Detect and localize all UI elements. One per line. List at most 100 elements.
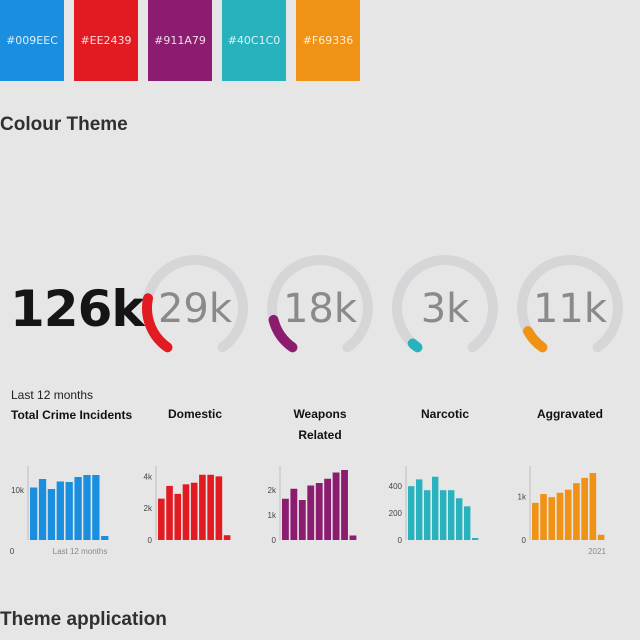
x-caption: Last 12 months — [53, 547, 108, 556]
mini-bar-chart-3: 2k 1k 0 — [268, 466, 357, 545]
color-swatch-1: #009EEC — [0, 0, 64, 81]
total-incidents-label: Total Crime Incidents — [11, 408, 133, 422]
color-swatch-hex: #F69336 — [302, 34, 354, 47]
y-tick-label: 400 — [389, 482, 403, 491]
bar — [190, 482, 198, 540]
bar — [47, 489, 56, 540]
color-swatch-3: #911A79 — [148, 0, 212, 81]
gauge-value: 29k — [157, 286, 233, 332]
gauge-ring — [392, 255, 498, 353]
bar — [597, 534, 605, 540]
bar — [215, 476, 223, 540]
bar — [298, 500, 306, 540]
bar — [581, 477, 588, 541]
bar — [589, 473, 597, 540]
bar — [440, 490, 447, 540]
bar — [556, 492, 564, 540]
theme-application-heading: Theme application — [0, 609, 167, 630]
bar — [83, 475, 91, 540]
gauge-ring — [142, 255, 248, 353]
gauge-ring — [517, 255, 623, 353]
bar — [174, 493, 182, 540]
gauge-value: 18k — [282, 286, 358, 332]
bar — [101, 536, 109, 540]
bar — [158, 498, 165, 540]
mini-bar-chart-2: 4k 2k 0 — [144, 466, 231, 545]
gauge-track — [517, 255, 623, 353]
color-swatch-hex: #009EEC — [6, 34, 58, 47]
gauge-1: 29k — [140, 208, 250, 398]
y-tick-label: 2k — [268, 486, 277, 495]
gauge-value: 11k — [532, 286, 608, 332]
bar — [290, 488, 298, 540]
bar — [74, 477, 82, 540]
bar — [65, 482, 73, 540]
bar — [424, 490, 431, 540]
gauge-label: Narcotic — [420, 407, 470, 421]
y-tick-label: 2k — [144, 504, 153, 513]
gauge-fill — [268, 314, 298, 353]
color-swatch-hex: #911A79 — [154, 34, 206, 47]
y-tick-label: 0 — [148, 536, 153, 545]
gauge-track — [392, 255, 498, 353]
gauge-label: Aggravated — [536, 407, 604, 421]
bar — [332, 472, 340, 540]
gauge-label: Weapons Related — [293, 407, 347, 442]
bar — [456, 498, 463, 540]
gauge-3: 3k — [390, 208, 500, 398]
bar — [223, 535, 231, 540]
color-swatch-hex: #EE2439 — [80, 34, 132, 47]
x-origin-label: 0 — [10, 547, 15, 556]
y-tick-label: 10k — [11, 486, 25, 495]
bar — [30, 487, 38, 540]
gauge-ring — [267, 255, 373, 353]
gauge-fill — [407, 338, 423, 353]
mini-bar-chart-5: 1k 0 2021 — [518, 466, 606, 556]
bar — [282, 498, 289, 540]
y-tick-label: 4k — [144, 472, 153, 481]
gauge-label: Domestic — [167, 407, 223, 421]
bar — [207, 474, 214, 540]
bar — [472, 537, 479, 540]
bar — [416, 479, 423, 540]
y-tick-label: 0 — [272, 536, 277, 545]
x-caption: 2021 — [588, 547, 606, 556]
bar — [56, 481, 64, 540]
bar — [464, 506, 471, 540]
gauge-fill — [142, 293, 173, 353]
color-swatch-2: #EE2439 — [74, 0, 138, 81]
colour-theme-heading: Colour Theme — [0, 114, 128, 135]
bar — [199, 474, 206, 540]
total-incidents-value: 126k — [10, 280, 145, 338]
bar — [315, 483, 323, 540]
total-period-label: Last 12 months — [11, 388, 94, 402]
bar — [38, 479, 47, 540]
bar — [432, 476, 439, 540]
y-tick-label: 1k — [518, 492, 527, 501]
bar — [324, 478, 332, 540]
y-tick-label: 1k — [268, 511, 277, 520]
bar — [341, 470, 348, 540]
bar — [448, 490, 455, 540]
bar — [532, 502, 539, 540]
gauge-2: 18k — [265, 208, 375, 398]
bar — [573, 483, 580, 541]
y-tick-label: 200 — [389, 509, 403, 518]
color-swatch-hex: #40C1C0 — [227, 34, 281, 47]
color-swatch-5: #F69336 — [296, 0, 360, 81]
gauge-4: 11k — [515, 208, 625, 398]
y-tick-label: 0 — [398, 536, 403, 545]
bar — [307, 485, 315, 540]
mini-bar-chart-4: 400 200 0 — [389, 466, 479, 545]
bar — [182, 484, 190, 540]
y-tick-label: 0 — [522, 536, 527, 545]
bar — [166, 485, 173, 540]
color-swatch-4: #40C1C0 — [222, 0, 286, 81]
gauge-value: 3k — [420, 286, 470, 332]
bar — [564, 489, 572, 540]
gauge-fill — [522, 326, 548, 353]
bar — [408, 486, 415, 540]
bar — [349, 535, 357, 540]
bar — [92, 475, 100, 540]
mini-bar-chart-1: 10k 0 Last 12 months — [10, 466, 109, 556]
